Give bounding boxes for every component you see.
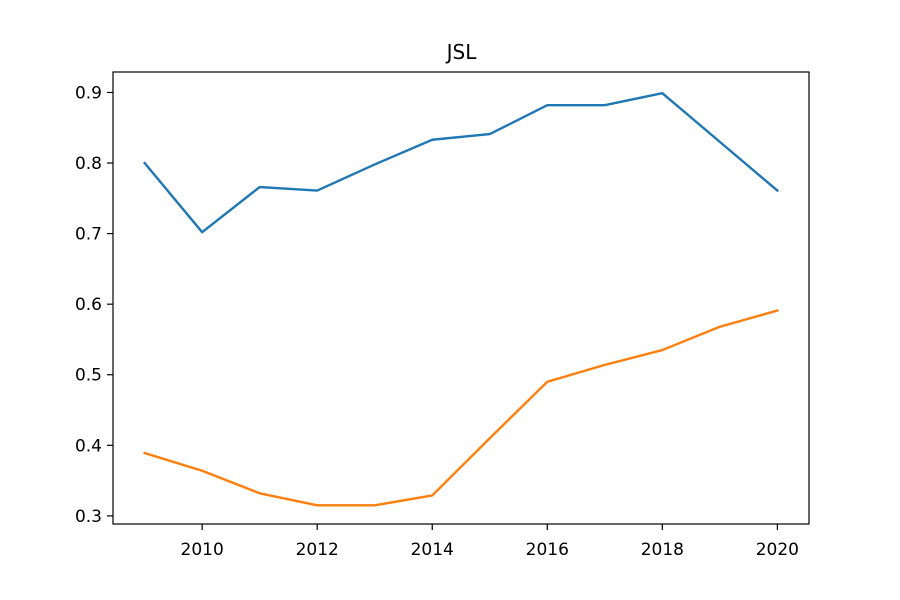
series-line-1 — [142, 91, 780, 234]
x-tick-label: 2016 — [526, 540, 569, 560]
x-tick-label: 2018 — [641, 540, 684, 560]
x-tick-label: 2012 — [296, 540, 339, 560]
chart-title: JSL — [445, 40, 478, 64]
x-tick-label: 2020 — [756, 540, 799, 560]
y-tick-label: 0.4 — [75, 436, 102, 456]
series-layer — [142, 91, 780, 507]
y-tick-label: 0.9 — [75, 83, 102, 103]
y-tick-label: 0.5 — [75, 366, 102, 386]
y-tick-label: 0.7 — [75, 225, 102, 245]
y-tick-label: 0.8 — [75, 154, 102, 174]
x-tick-label: 2014 — [411, 540, 454, 560]
series-line-2 — [143, 309, 779, 507]
plot-area-frame — [112, 71, 810, 525]
y-tick-label: 0.6 — [75, 295, 102, 315]
x-axis: 2010 2012 2014 2016 2018 2020 — [181, 524, 799, 560]
y-axis: 0.3 0.4 0.5 0.6 0.7 0.8 0.9 — [75, 83, 113, 527]
x-tick-label: 2010 — [181, 540, 224, 560]
y-tick-label: 0.3 — [75, 507, 102, 527]
